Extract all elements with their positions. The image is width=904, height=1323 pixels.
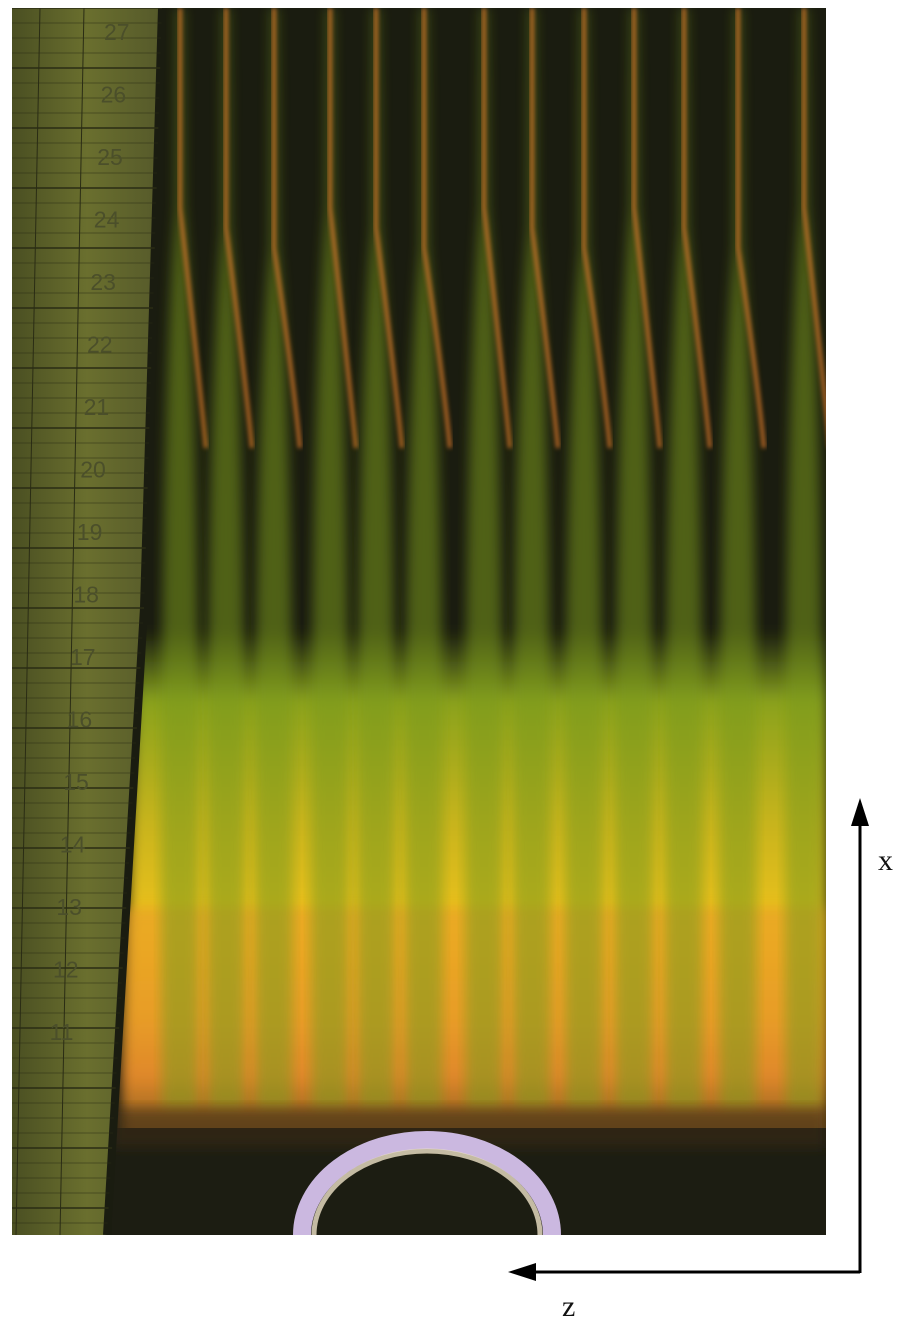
flame-column (615, 8, 653, 1108)
ruler-number: 27 (104, 19, 130, 45)
z-axis-label: z (562, 1290, 576, 1323)
z-axis-arrowhead (508, 1263, 536, 1281)
ruler-number: 26 (101, 82, 127, 108)
measurement-ruler: 27 26 25 24 23 22 21 20 19 18 17 16 15 14 13 12 11 (12, 8, 166, 1235)
burner-ring (293, 1131, 561, 1235)
flame-column (465, 8, 503, 1108)
flame-column (405, 8, 443, 1108)
flame-cusp-edge (582, 8, 612, 449)
flame-column (161, 8, 199, 1108)
ruler-number: 24 (94, 207, 120, 233)
ruler-number: 16 (67, 707, 93, 733)
flame-cusp-edge (530, 8, 560, 449)
flame-cusp-edge (178, 8, 208, 449)
flame-cusp-edge (682, 8, 712, 449)
flame-cusp-edge (632, 8, 662, 449)
ruler-number: 14 (60, 832, 86, 858)
ruler-number: 25 (97, 144, 123, 170)
ruler-number: 23 (90, 269, 116, 295)
ruler-number: 22 (87, 332, 113, 358)
flame-columns (161, 8, 826, 1108)
flame-column (665, 8, 703, 1108)
flame-column (311, 8, 349, 1108)
flame-column (513, 8, 551, 1108)
flame-cusp-edge (422, 8, 452, 449)
ruler-number: 13 (56, 894, 82, 920)
flame-cusp-edge (328, 8, 358, 449)
flame-cusp-edge (482, 8, 512, 449)
x-axis-arrowhead (851, 798, 869, 826)
flame-cusp-edge (736, 8, 766, 449)
flame-column (785, 8, 823, 1108)
flame-column (207, 8, 245, 1108)
ruler-number: 18 (73, 582, 99, 608)
x-axis-label: x (878, 844, 893, 877)
ruler-number: 19 (77, 519, 103, 545)
flame-column (255, 8, 293, 1108)
ruler-number: 21 (84, 394, 110, 420)
ruler-number: 17 (70, 644, 96, 670)
ruler-number: 11 (50, 1019, 74, 1045)
ruler-number: 15 (63, 769, 89, 795)
ruler-number: 12 (53, 957, 79, 983)
ruler-vertical-line (15, 8, 41, 1235)
flame-photo: 27 26 25 24 23 22 21 20 19 18 17 16 15 14 13 12 11 (12, 8, 826, 1235)
flame-column (357, 8, 395, 1108)
ruler-vertical-line (59, 8, 85, 1235)
flame-cusp-edge (272, 8, 302, 449)
flame-cusp-edge (802, 8, 826, 429)
flame-cusp-edge (374, 8, 404, 449)
flame-cusp-edge (224, 8, 254, 449)
ruler-number: 20 (80, 457, 106, 483)
flame-column (719, 8, 757, 1108)
flame-column (565, 8, 603, 1108)
